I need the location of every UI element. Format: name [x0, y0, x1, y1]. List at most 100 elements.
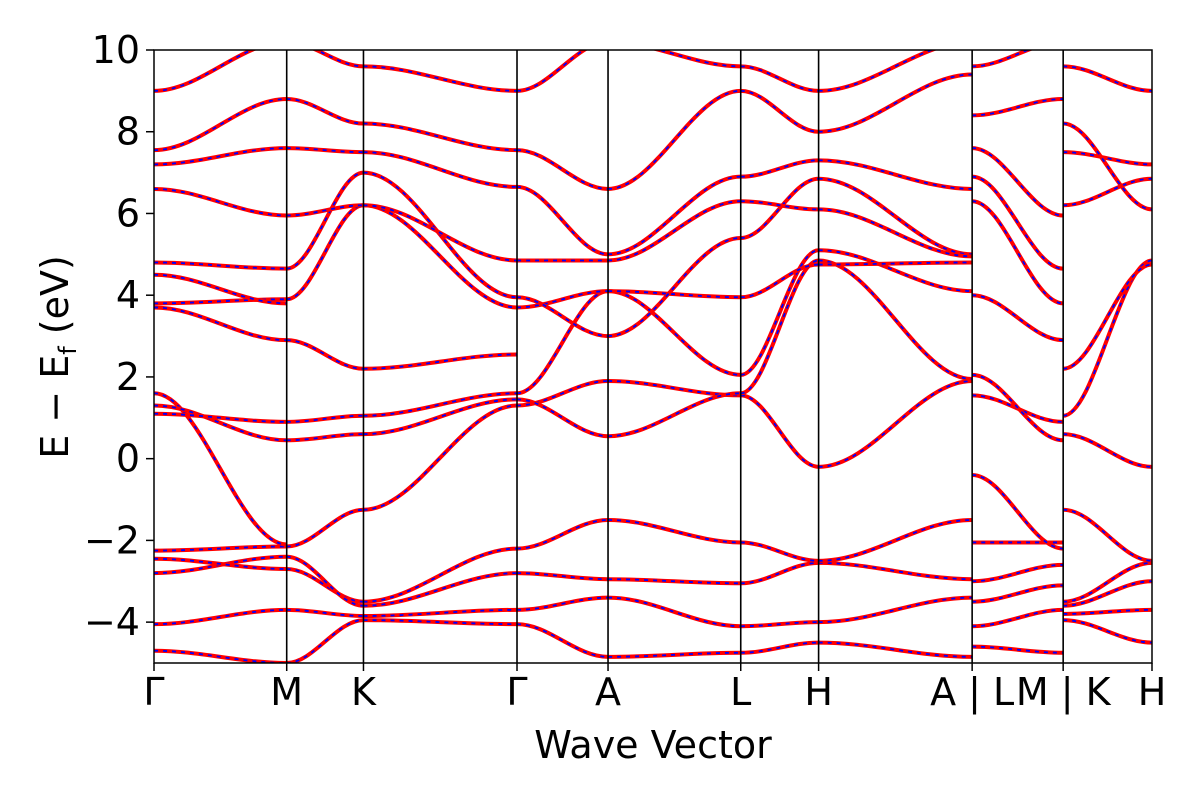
band-line-overlay — [363, 398, 518, 436]
band-line-overlay — [1063, 122, 1152, 211]
band-line-overlay — [363, 122, 518, 152]
band-line-overlay — [608, 89, 741, 190]
band-line-overlay — [286, 204, 364, 217]
y-axis-label: E − Ef (eV) — [33, 255, 82, 459]
band-line — [1063, 150, 1152, 167]
x-tick-label: A | L — [930, 670, 1014, 715]
band-line-overlay — [818, 261, 973, 266]
band-line-overlay — [818, 561, 973, 581]
band-line-overlay — [363, 151, 518, 188]
band-line-overlay — [286, 433, 364, 442]
band-line-overlay — [656, 50, 741, 68]
band-line-overlay — [972, 50, 1031, 68]
band-line-overlay — [154, 392, 287, 546]
band-line — [286, 618, 364, 663]
band-line — [607, 289, 741, 377]
band-line-overlay — [608, 578, 741, 585]
band-line-overlay — [740, 621, 819, 628]
band-line-overlay — [740, 159, 819, 178]
band-line — [818, 517, 973, 563]
band-line-overlay — [818, 641, 973, 658]
band-line — [154, 403, 287, 443]
band-line-overlay — [286, 555, 364, 607]
band-line-overlay — [517, 380, 609, 407]
band-line-overlay — [1063, 561, 1152, 603]
band-line-overlay — [286, 204, 364, 301]
plot-frame — [153, 49, 1153, 664]
band-line — [740, 540, 819, 563]
band-line — [818, 248, 973, 294]
x-tick-label: H — [1138, 670, 1167, 714]
x-tick-label: A — [595, 670, 621, 714]
band-line-overlay — [740, 394, 819, 468]
band-line-overlay — [517, 519, 609, 550]
band-line-overlay — [818, 249, 973, 293]
band-line — [363, 121, 518, 153]
band-line-overlay — [1063, 433, 1152, 468]
band-line-overlay — [286, 339, 364, 370]
band-line-overlay — [154, 98, 287, 152]
band-line-overlay — [363, 608, 518, 617]
band-line — [740, 560, 819, 586]
band-line-overlay — [154, 188, 287, 217]
band-line — [1062, 507, 1152, 563]
band-line-overlay — [818, 380, 973, 468]
band-line-overlay — [517, 398, 609, 438]
band-line-overlay — [517, 296, 609, 337]
band-line-overlay — [818, 50, 935, 92]
band-line — [740, 88, 819, 134]
band-line — [608, 391, 741, 439]
band-line — [818, 176, 973, 257]
band-line — [608, 595, 741, 629]
band-line-overlay — [363, 204, 518, 262]
band-line — [154, 305, 287, 343]
y-axis-label-main: E − E — [33, 355, 77, 459]
band-line-overlay — [1063, 580, 1152, 607]
band-line-overlay — [740, 65, 819, 92]
band-line-overlay — [516, 186, 609, 256]
band-line-overlay — [363, 404, 518, 511]
band-line — [516, 295, 609, 339]
band-line — [363, 352, 518, 371]
band-line — [363, 607, 518, 619]
band-line-overlay — [1063, 263, 1152, 370]
band-line — [363, 618, 518, 627]
x-tick-label: M | K — [1016, 670, 1112, 715]
y-tick-label: 0 — [116, 437, 140, 481]
band-line-overlay — [972, 175, 1064, 270]
band-line-overlay — [818, 259, 973, 380]
band-line — [740, 262, 819, 300]
band-line — [971, 199, 1064, 306]
y-axis-ticks: −4 −2 0 2 4 6 8 10 — [84, 28, 154, 644]
x-tick-label: K — [351, 670, 377, 714]
band-line-overlay — [972, 645, 1064, 654]
band-line-overlay — [740, 541, 819, 562]
band-line — [607, 174, 741, 257]
band-line-overlay — [818, 177, 973, 256]
x-tick-label: L — [730, 670, 751, 714]
band-line-overlay — [517, 572, 609, 581]
band-line-overlay — [363, 204, 518, 309]
band-line-overlay — [818, 73, 973, 133]
band-line-overlay — [286, 98, 364, 125]
band-line-overlay — [154, 608, 287, 626]
band-line-overlay — [363, 392, 518, 417]
band-line — [516, 148, 609, 191]
band-line-overlay — [154, 261, 287, 270]
x-tick-label: Γ — [506, 670, 527, 714]
band-line — [818, 379, 973, 469]
band-line-overlay — [314, 50, 364, 68]
band-line — [740, 64, 819, 93]
band-line-overlay — [972, 474, 1064, 550]
y-tick-label: 2 — [116, 355, 140, 399]
x-tick-label: H — [804, 670, 833, 714]
y-tick-label: 6 — [116, 191, 140, 235]
band-line-overlay — [972, 147, 1064, 217]
band-line — [363, 64, 518, 93]
band-line-overlay — [363, 572, 518, 607]
band-line — [971, 293, 1064, 343]
band-line — [286, 338, 364, 371]
band-line — [363, 403, 518, 512]
high-symmetry-lines — [285, 50, 1064, 663]
